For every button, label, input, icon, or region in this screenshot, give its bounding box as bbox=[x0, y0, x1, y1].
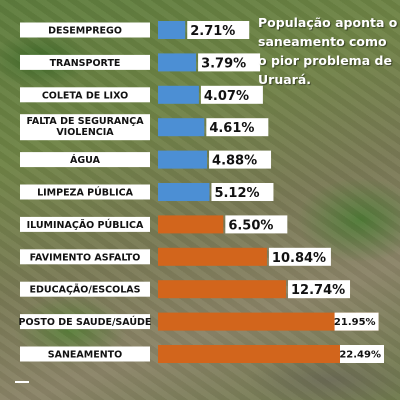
category-label-box bbox=[20, 54, 150, 70]
value-label: 4.61% bbox=[209, 121, 254, 136]
chart-title: População aponta o saneamento como o pio… bbox=[258, 15, 398, 87]
value-label: 10.84% bbox=[272, 251, 326, 266]
category-label: ÁGUA bbox=[70, 154, 101, 166]
category-label-box bbox=[20, 22, 150, 38]
value-label-box bbox=[200, 85, 263, 104]
bar bbox=[158, 85, 199, 104]
category-label-box bbox=[20, 346, 150, 362]
category-label-box bbox=[20, 87, 150, 103]
category-label-box bbox=[20, 281, 150, 297]
category-label: POSTO DE SAUDE/SAÚDE bbox=[19, 316, 152, 328]
value-label-box bbox=[209, 150, 272, 169]
value-label: 5.12% bbox=[214, 186, 259, 201]
decorative-dash bbox=[15, 381, 29, 383]
value-label-box bbox=[187, 21, 250, 39]
bar bbox=[158, 345, 384, 363]
value-label-box bbox=[268, 247, 331, 266]
category-label: DESEMPREGO bbox=[48, 26, 122, 37]
category-label-box bbox=[20, 249, 150, 265]
value-label: 2.71% bbox=[190, 24, 235, 39]
category-label-box bbox=[20, 184, 150, 200]
value-label-box bbox=[334, 312, 379, 331]
value-label: 4.88% bbox=[212, 154, 257, 169]
category-label-box bbox=[20, 314, 150, 330]
category-label: ILUMINAÇÃO PÚBLICA bbox=[27, 219, 144, 231]
bar bbox=[158, 280, 287, 299]
bar bbox=[158, 150, 208, 169]
value-label-box bbox=[340, 345, 384, 363]
category-label-box bbox=[20, 216, 150, 232]
bar bbox=[158, 21, 186, 39]
value-label: 6.50% bbox=[228, 218, 273, 233]
bar bbox=[158, 215, 224, 234]
bar bbox=[158, 118, 205, 137]
value-label-box bbox=[198, 53, 261, 72]
bar bbox=[158, 183, 210, 201]
value-label: 12.74% bbox=[291, 283, 345, 298]
value-label-box bbox=[211, 183, 274, 201]
value-label-box bbox=[206, 118, 269, 137]
category-label: FAVIMENTO ASFALTO bbox=[30, 252, 141, 263]
value-label: 22.49% bbox=[339, 350, 381, 361]
bar bbox=[158, 53, 197, 72]
value-label-box bbox=[225, 215, 288, 234]
bar bbox=[158, 247, 267, 266]
category-label: EDUCAÇÃO/ESCOLAS bbox=[30, 285, 141, 296]
value-label: 3.79% bbox=[201, 56, 246, 71]
category-label-box bbox=[20, 114, 150, 141]
category-label: SANEAMENTO bbox=[48, 350, 122, 361]
category-label: LIMPEZA PÚBLICA bbox=[37, 187, 134, 199]
value-label: 4.07% bbox=[204, 89, 249, 104]
category-label: VIOLENCIA bbox=[56, 127, 114, 138]
category-label: COLETA DE LIXO bbox=[42, 90, 128, 101]
value-label-box bbox=[288, 280, 351, 299]
bar bbox=[158, 312, 379, 331]
value-label: 21.95% bbox=[334, 317, 376, 328]
category-label: TRANSPORTE bbox=[50, 58, 121, 69]
category-label: FALTA DE SEGURANÇA bbox=[26, 116, 144, 127]
category-label-box bbox=[20, 152, 150, 168]
